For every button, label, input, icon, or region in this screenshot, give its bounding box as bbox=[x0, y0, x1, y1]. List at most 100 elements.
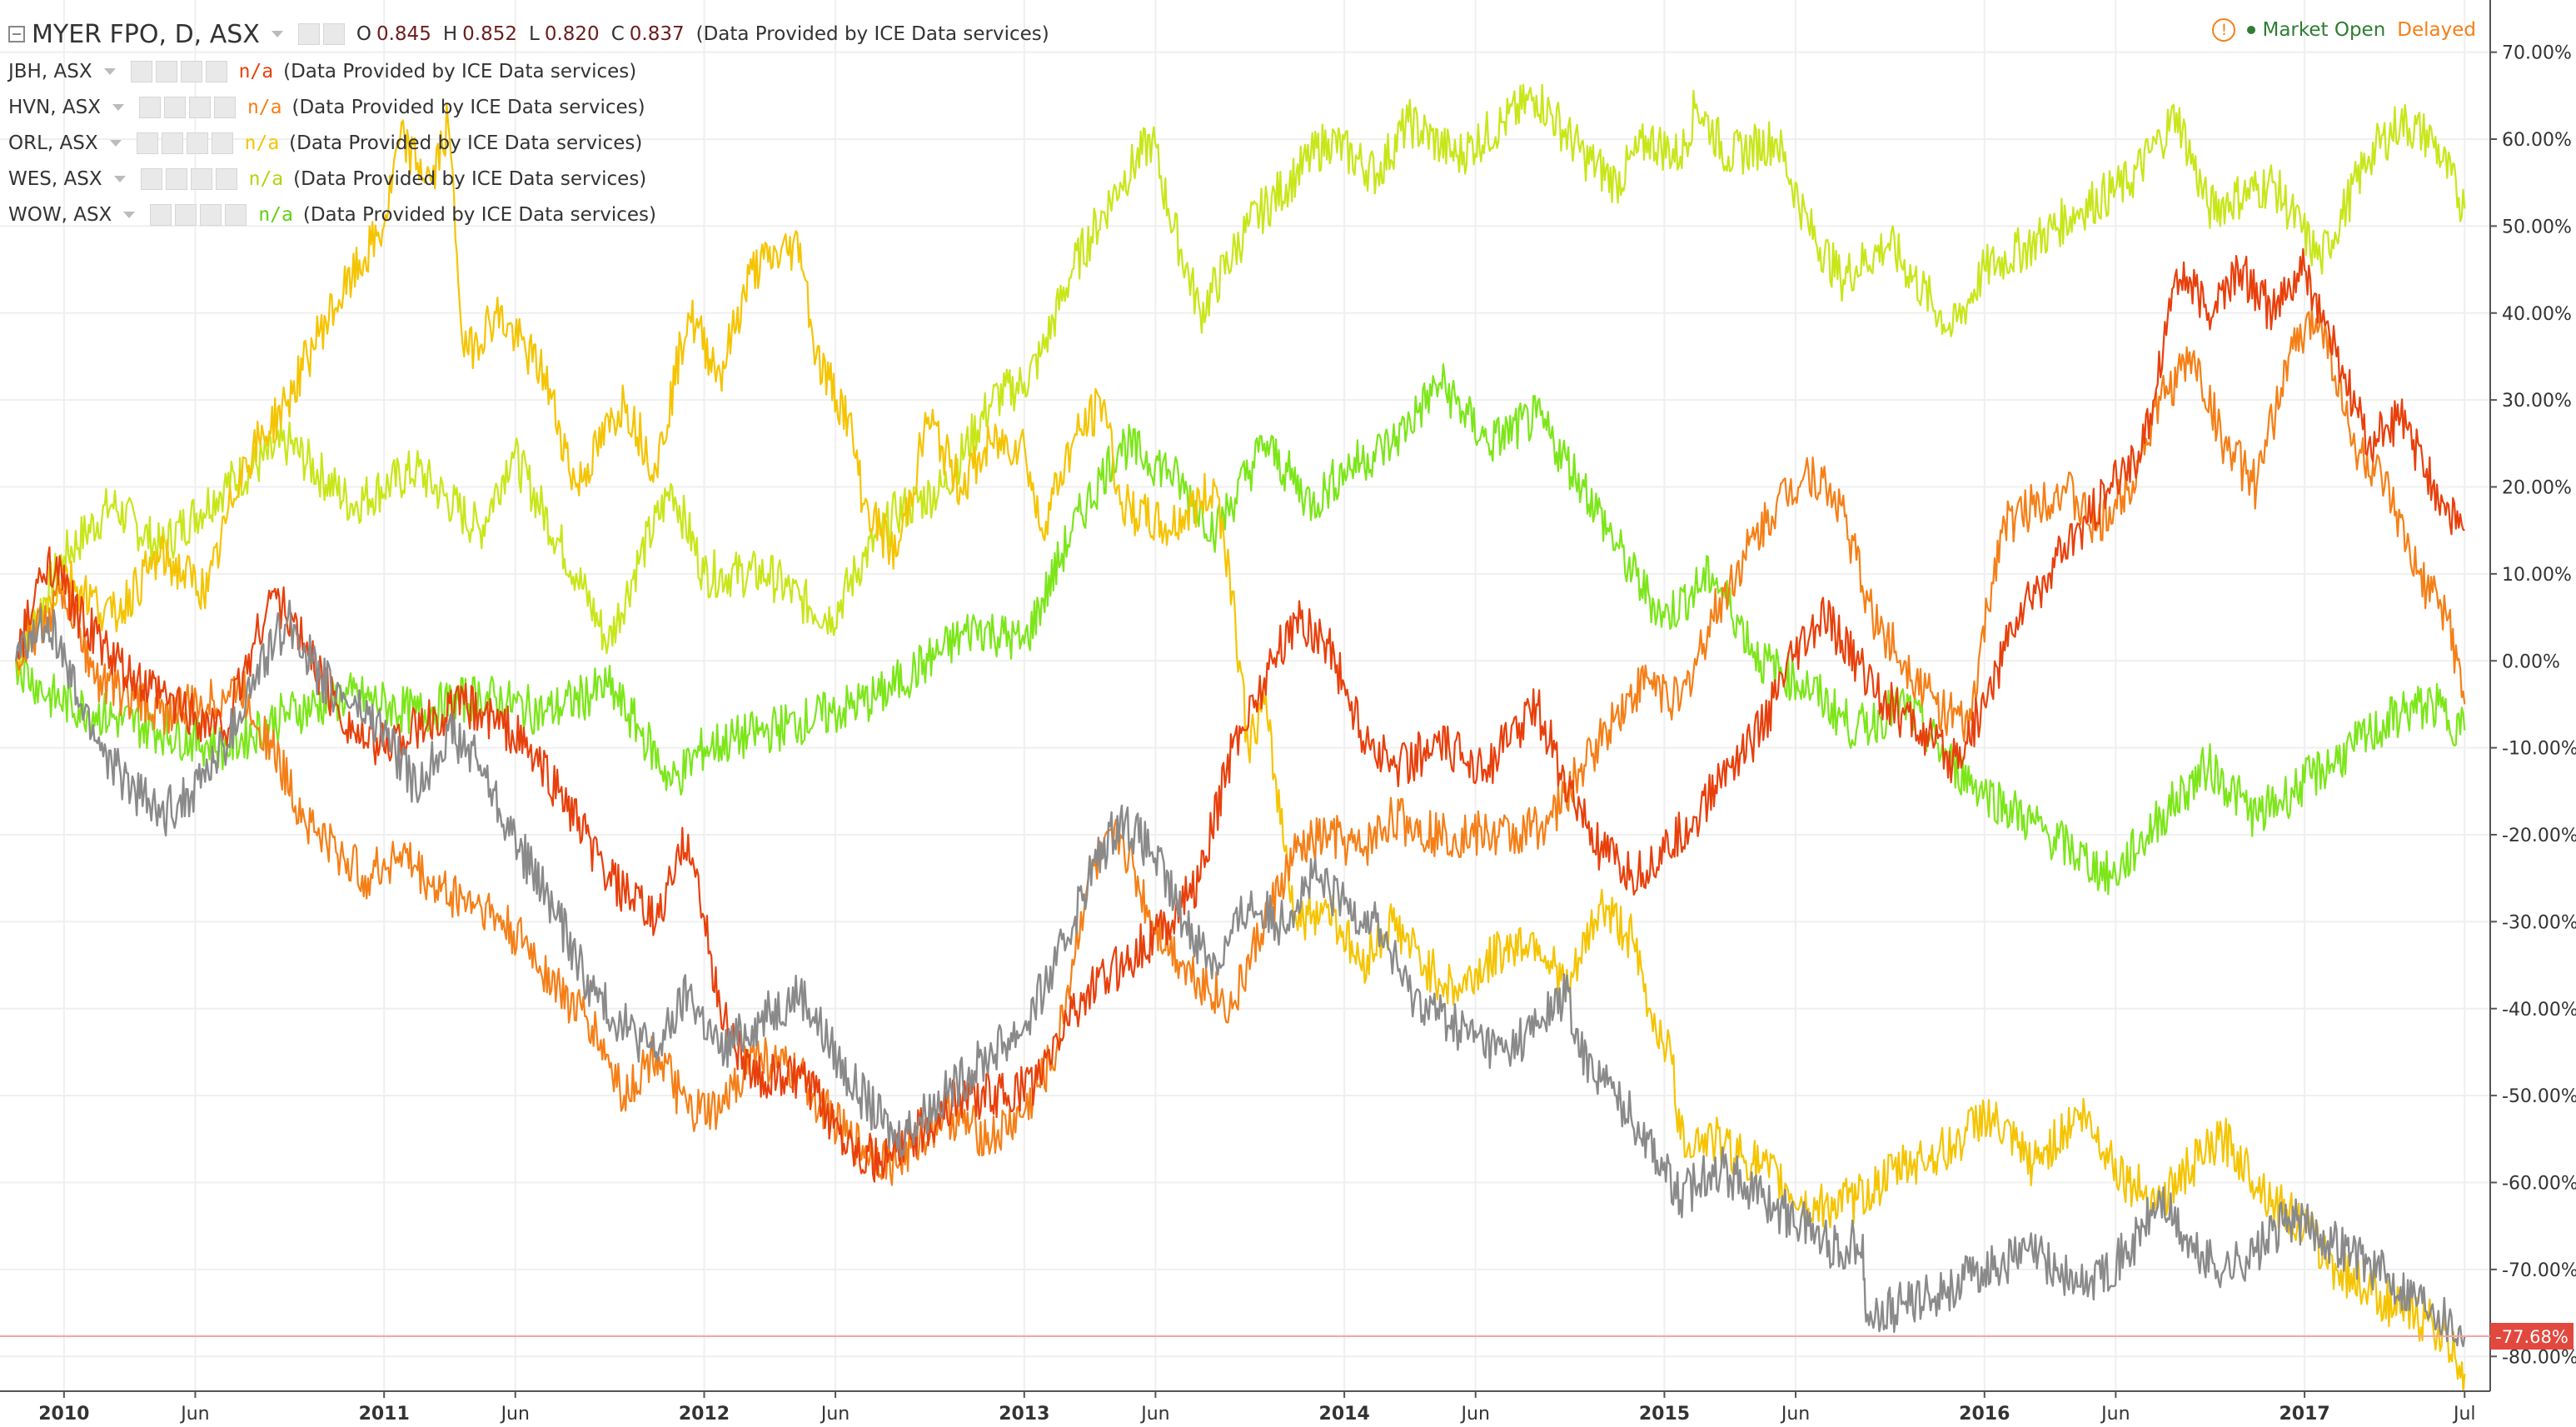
y-tick-label: -40.00% bbox=[2502, 1000, 2576, 1020]
high-value: 0.852 bbox=[462, 23, 517, 45]
market-open-label: Market Open bbox=[2262, 19, 2386, 41]
x-tick-label: 2011 bbox=[359, 1404, 410, 1425]
series-line-0 bbox=[15, 83, 2466, 671]
eye-icon[interactable] bbox=[140, 167, 162, 190]
close-label: C bbox=[610, 23, 625, 45]
warning-icon[interactable]: ! bbox=[2212, 18, 2236, 42]
symbol-label[interactable]: HVN, ASX bbox=[8, 96, 101, 118]
series-line-3 bbox=[15, 307, 2466, 1186]
plus-icon[interactable] bbox=[190, 167, 212, 190]
legend-row-hvn: HVN, ASX n/a (Data Provided by ICE Data … bbox=[8, 89, 1049, 125]
collapse-legend-icon[interactable] bbox=[8, 26, 25, 42]
open-label: O bbox=[356, 23, 371, 45]
series-line-4 bbox=[15, 247, 2465, 1183]
x-tick-label: 2013 bbox=[999, 1404, 1049, 1425]
close-icon[interactable] bbox=[213, 96, 236, 118]
gear-icon[interactable] bbox=[165, 167, 187, 190]
data-source: (Data Provided by ICE Data services) bbox=[291, 96, 645, 118]
series-line-1 bbox=[15, 363, 2466, 896]
x-tick-label: 2017 bbox=[2279, 1404, 2329, 1425]
close-icon[interactable] bbox=[225, 203, 247, 226]
last-value-label: -77.68% bbox=[2495, 1327, 2569, 1347]
eye-icon[interactable] bbox=[138, 96, 161, 118]
plus-icon[interactable] bbox=[188, 96, 211, 118]
delayed-label: Delayed bbox=[2397, 19, 2476, 41]
x-tick-label: Jun bbox=[500, 1404, 530, 1425]
gear-icon[interactable] bbox=[163, 96, 186, 118]
series-value: n/a bbox=[247, 96, 282, 118]
close-icon[interactable] bbox=[211, 132, 233, 154]
data-source: (Data Provided by ICE Data services) bbox=[695, 23, 1049, 45]
y-tick-label: -10.00% bbox=[2502, 739, 2576, 760]
chevron-down-icon[interactable] bbox=[271, 31, 283, 37]
plus-icon[interactable] bbox=[200, 203, 222, 226]
data-source: (Data Provided by ICE Data services) bbox=[289, 132, 643, 154]
plus-icon[interactable] bbox=[186, 132, 208, 154]
main-symbol[interactable]: MYER FPO, D, ASX bbox=[32, 19, 260, 49]
x-tick-label: Jun bbox=[1460, 1404, 1490, 1425]
series-value: n/a bbox=[248, 167, 284, 190]
eye-icon[interactable] bbox=[130, 60, 152, 82]
series-value: n/a bbox=[244, 132, 280, 154]
symbol-label[interactable]: WES, ASX bbox=[8, 167, 102, 190]
y-tick-label: 30.00% bbox=[2502, 391, 2572, 412]
market-status: ! Market Open Delayed bbox=[2212, 18, 2476, 42]
data-source: (Data Provided by ICE Data services) bbox=[293, 167, 647, 190]
legend-row-orl: ORL, ASX n/a (Data Provided by ICE Data … bbox=[8, 125, 1049, 161]
close-value: 0.837 bbox=[629, 23, 685, 45]
high-label: H bbox=[442, 23, 458, 45]
gear-icon[interactable] bbox=[322, 23, 345, 45]
series-value: n/a bbox=[238, 60, 274, 82]
y-tick-label: 40.00% bbox=[2502, 304, 2572, 325]
x-tick-label: Jun bbox=[1780, 1404, 1810, 1425]
y-tick-label: -60.00% bbox=[2502, 1174, 2576, 1195]
symbol-label[interactable]: WOW, ASX bbox=[8, 203, 112, 226]
x-tick-label: 2010 bbox=[38, 1404, 89, 1425]
y-tick-label: 0.00% bbox=[2502, 651, 2560, 672]
legend-row-wes: WES, ASX n/a (Data Provided by ICE Data … bbox=[8, 161, 1049, 197]
close-icon[interactable] bbox=[215, 167, 237, 190]
legend: MYER FPO, D, ASX O 0.845 H 0.852 L 0.820… bbox=[8, 15, 1049, 232]
x-tick-label: 2014 bbox=[1319, 1404, 1370, 1425]
series-line-5 bbox=[15, 599, 2466, 1348]
last-value-badge bbox=[2490, 1323, 2574, 1350]
chevron-down-icon[interactable] bbox=[113, 175, 126, 182]
x-tick-label: 2016 bbox=[1959, 1404, 2010, 1425]
eye-icon[interactable] bbox=[136, 132, 158, 154]
gear-icon[interactable] bbox=[175, 203, 197, 226]
gear-icon[interactable] bbox=[161, 132, 183, 154]
y-tick-label: 50.00% bbox=[2502, 217, 2572, 237]
plus-icon[interactable] bbox=[180, 60, 202, 82]
x-tick-label: Jun bbox=[2100, 1404, 2130, 1425]
chevron-down-icon[interactable] bbox=[109, 139, 122, 147]
y-tick-label: 70.00% bbox=[2502, 43, 2572, 64]
y-tick-label: 60.00% bbox=[2502, 130, 2572, 151]
status-dot-icon bbox=[2247, 26, 2256, 34]
x-tick-label: Jun bbox=[1139, 1404, 1169, 1425]
eye-icon[interactable] bbox=[297, 23, 320, 45]
low-value: 0.820 bbox=[544, 23, 600, 45]
legend-row-jbh: JBH, ASX n/a (Data Provided by ICE Data … bbox=[8, 53, 1049, 89]
chart-series bbox=[15, 83, 2466, 1392]
symbol-label[interactable]: ORL, ASX bbox=[8, 132, 98, 154]
gear-icon[interactable] bbox=[155, 60, 177, 82]
legend-row-wow: WOW, ASX n/a (Data Provided by ICE Data … bbox=[8, 197, 1049, 232]
y-tick-label: -50.00% bbox=[2502, 1086, 2576, 1107]
chevron-down-icon[interactable] bbox=[123, 211, 136, 218]
x-tick-label: Jun bbox=[820, 1404, 850, 1425]
y-tick-label: -30.00% bbox=[2502, 912, 2576, 933]
x-tick-label: 2015 bbox=[1639, 1404, 1690, 1425]
x-tick-label: Jul bbox=[2452, 1404, 2476, 1425]
chevron-down-icon[interactable] bbox=[112, 103, 124, 111]
series-value: n/a bbox=[258, 203, 293, 226]
y-tick-label: 10.00% bbox=[2502, 565, 2572, 586]
eye-icon[interactable] bbox=[150, 203, 172, 226]
symbol-label[interactable]: JBH, ASX bbox=[8, 60, 92, 82]
y-tick-label: -70.00% bbox=[2502, 1260, 2576, 1281]
data-source: (Data Provided by ICE Data services) bbox=[302, 203, 656, 226]
close-icon[interactable] bbox=[205, 60, 227, 82]
x-tick-label: Jun bbox=[179, 1404, 209, 1425]
chevron-down-icon[interactable] bbox=[103, 67, 116, 75]
